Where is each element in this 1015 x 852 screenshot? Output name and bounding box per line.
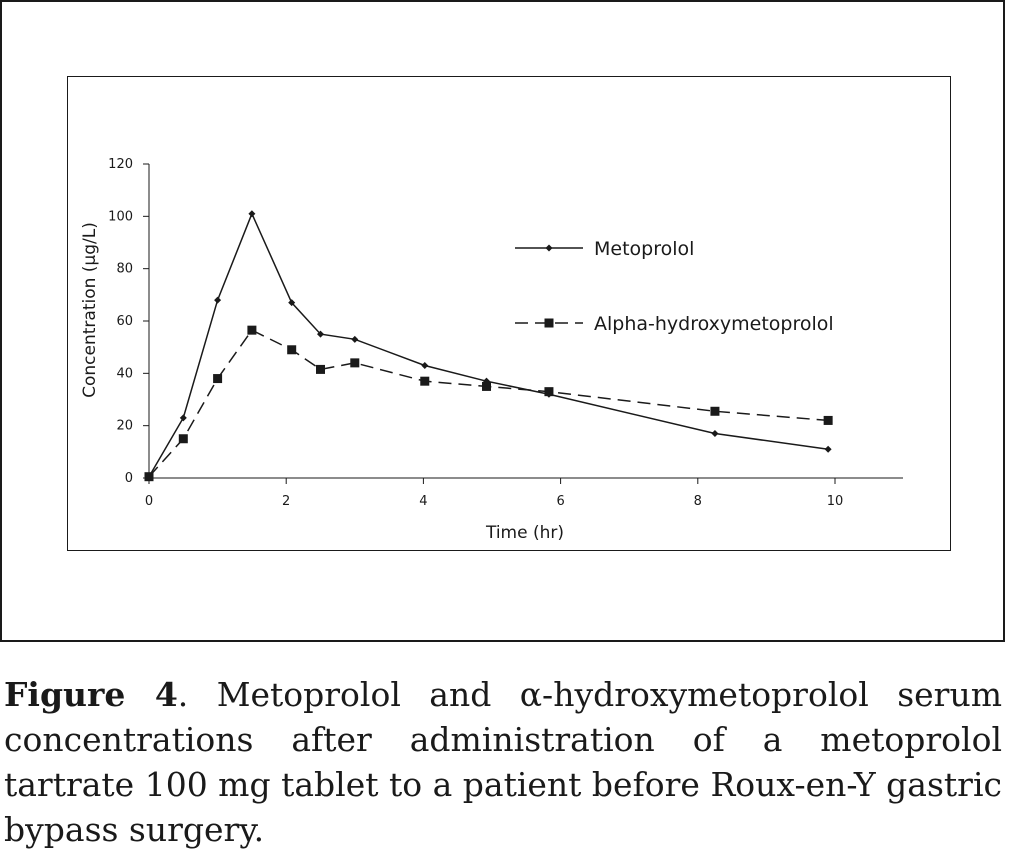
y-tick-label: 80 [116, 262, 133, 277]
data-point-square [213, 374, 223, 384]
chart-legend: Metoprolol Alpha-hydroxymetoprolol [515, 238, 834, 335]
data-point-diamond [421, 361, 429, 369]
data-point-square [482, 381, 492, 391]
legend-marker-square [544, 318, 554, 328]
data-point-square [823, 415, 833, 425]
data-point-square [287, 345, 297, 355]
y-tick-label: 100 [108, 209, 133, 224]
data-point-diamond [214, 296, 222, 304]
figure-frame [0, 0, 1005, 642]
data-point-diamond [824, 445, 832, 453]
caption-label: Figure 4 [4, 675, 178, 714]
data-point-square [420, 376, 430, 386]
y-tick-label: 20 [116, 419, 133, 434]
data-point-square [544, 387, 554, 397]
x-tick-label: 10 [827, 494, 844, 509]
legend-label: Alpha-hydroxymetoprolol [594, 313, 834, 335]
x-axis-title: Time (hr) [485, 523, 564, 543]
data-point-square [144, 472, 154, 482]
line-chart: 0 20 40 60 80 100 120 0 2 4 6 8 10 Time (hr) Concentra… [80, 157, 903, 543]
x-tick-label: 8 [694, 494, 702, 509]
y-tick-label: 40 [116, 366, 133, 381]
legend-item: Metoprolol [515, 238, 694, 260]
data-point-square [710, 406, 720, 416]
data-point-square [316, 364, 325, 374]
series-line [148, 329, 829, 478]
y-tick-label: 0 [125, 471, 133, 486]
caption-text: . Metoprolol and α-hydroxymetoprolol ser… [4, 675, 1002, 849]
series-metoprolol [145, 210, 832, 481]
x-tick-label: 6 [556, 494, 564, 509]
data-point-diamond [351, 335, 359, 343]
figure-caption: Figure 4. Metoprolol and α-hydroxymetopr… [4, 672, 1002, 852]
legend-item: Alpha-hydroxymetoprolol [515, 313, 834, 335]
series-line [148, 211, 829, 478]
legend-marker-diamond [545, 244, 553, 252]
data-point-square [178, 434, 188, 444]
y-tick-label: 120 [108, 157, 133, 172]
data-point-square [247, 325, 257, 335]
x-tick-label: 4 [419, 494, 427, 509]
chart-area-border [67, 76, 951, 551]
data-point-diamond [248, 210, 256, 218]
y-axis-title: Concentration (µg/L) [80, 222, 100, 398]
x-tick-label: 2 [282, 494, 290, 509]
legend-label: Metoprolol [594, 238, 694, 260]
data-point-diamond [179, 414, 187, 422]
series-alpha-hydroxymetoprolol [144, 325, 833, 482]
data-point-diamond [711, 430, 719, 438]
y-tick-label: 60 [116, 314, 133, 329]
chart-series [144, 210, 833, 482]
chart-axes: 0 20 40 60 80 100 120 0 2 4 6 8 10 Time (hr) Concentra… [80, 157, 903, 543]
data-point-square [350, 358, 360, 368]
x-tick-label: 0 [145, 494, 153, 509]
data-point-diamond [288, 299, 296, 307]
data-point-diamond [317, 330, 324, 338]
